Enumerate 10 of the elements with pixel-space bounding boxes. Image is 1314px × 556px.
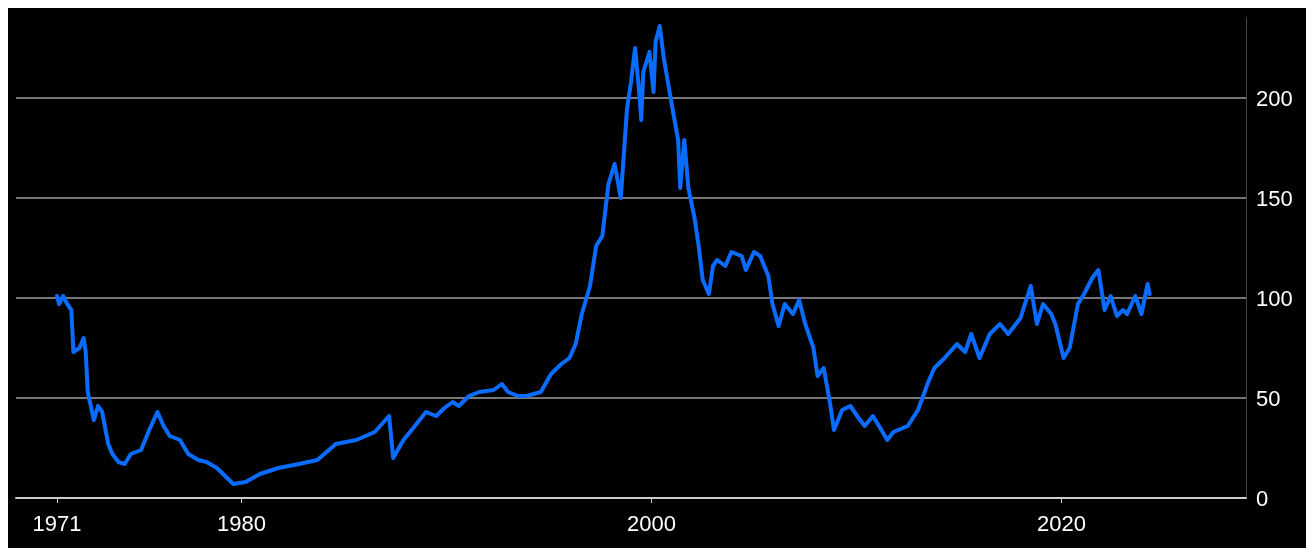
y-tick-label: 100 <box>1256 285 1293 311</box>
y-tick-label: 200 <box>1256 85 1293 111</box>
x-tick-label: 2000 <box>627 510 676 536</box>
line-series <box>55 24 1152 486</box>
x-tick-label: 1971 <box>32 510 82 536</box>
y-tick-label: 50 <box>1256 385 1281 411</box>
x-tick-label: 1980 <box>217 510 266 536</box>
y-tick-label: 0 <box>1256 485 1269 511</box>
y-tick-label: 150 <box>1256 185 1293 211</box>
x-tick-label: 2020 <box>1037 510 1086 536</box>
